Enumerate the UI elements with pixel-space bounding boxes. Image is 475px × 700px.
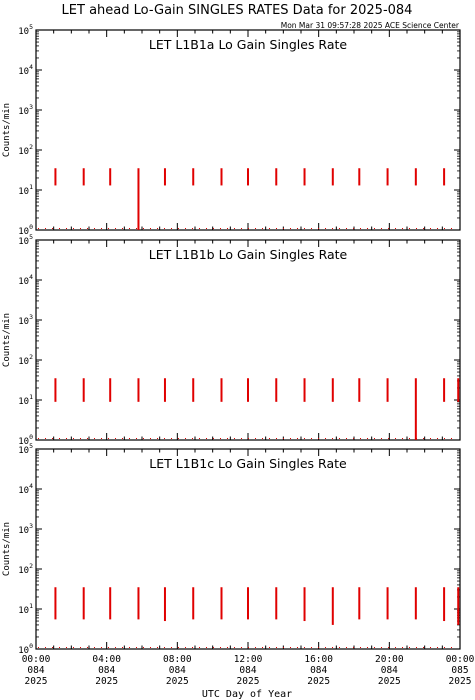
x-tick-label: 084 [27,665,44,676]
y-tick-label: 103 [18,103,33,117]
y-tick-label: 103 [18,522,33,536]
y-axis-label: Counts/min [2,103,12,157]
x-tick-label: 00:00 [22,654,51,665]
y-tick-label: 102 [18,143,33,157]
x-tick-label: 085 [451,665,468,676]
x-tick-label: 084 [98,665,115,676]
timestamp: Mon Mar 31 09:57:28 2025 ACE Science Cen… [281,21,460,30]
x-tick-label: 16:00 [304,654,333,665]
x-tick-label: 084 [239,665,256,676]
y-axis-label: Counts/min [2,313,12,367]
y-tick-label: 101 [18,393,33,407]
y-tick-label: 104 [18,63,33,77]
y-tick-label: 104 [18,273,33,287]
panel-title: LET L1B1a Lo Gain Singles Rate [149,37,348,52]
y-tick-label: 103 [18,313,33,327]
x-tick-label: 04:00 [92,654,121,665]
panel-title: LET L1B1c Lo Gain Singles Rate [149,456,347,471]
x-tick-label: 2025 [378,676,401,687]
panel-title: LET L1B1b Lo Gain Singles Rate [149,247,348,262]
x-tick-label: 12:00 [234,654,263,665]
x-tick-label: 084 [310,665,327,676]
y-tick-label: 101 [18,602,33,616]
x-tick-label: 084 [169,665,186,676]
plot-frame [35,239,461,441]
y-tick-label: 105 [18,23,33,37]
x-tick-label: 2025 [166,676,189,687]
x-tick-label: 2025 [307,676,330,687]
x-tick-label: 084 [381,665,398,676]
x-tick-label: 2025 [25,676,48,687]
x-tick-label: 08:00 [163,654,192,665]
x-tick-label: 2025 [237,676,260,687]
x-tick-label: 2025 [449,676,472,687]
chart-title: LET ahead Lo-Gain SINGLES RATES Data for… [62,3,413,18]
y-tick-label: 104 [18,482,33,496]
x-tick-label: 00:00 [446,654,475,665]
plot-frame [35,29,461,231]
y-tick-label: 102 [18,353,33,367]
x-axis-label: UTC Day of Year [202,689,292,700]
y-axis-label: Counts/min [2,522,12,576]
y-tick-label: 102 [18,562,33,576]
x-tick-label: 20:00 [375,654,404,665]
x-axis-tick-labels: 00:00084202504:00084202508:00084202512:0… [22,654,475,687]
y-tick-label: 101 [18,183,33,197]
x-tick-label: 2025 [95,676,118,687]
